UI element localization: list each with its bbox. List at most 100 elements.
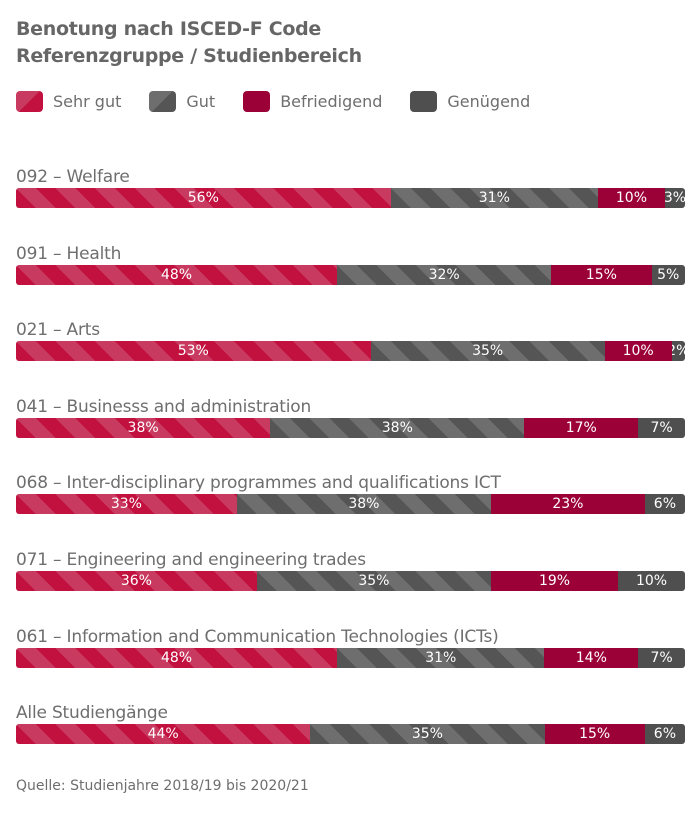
stacked-bar: 38% 38% 17% 7% bbox=[16, 417, 685, 438]
bar-segment-befriedigend[interactable]: 15% bbox=[551, 264, 652, 285]
category-label: 071 – Engineering and engineering trades bbox=[16, 550, 366, 570]
category-label: 068 – Inter-disciplinary programmes and … bbox=[16, 473, 501, 494]
legend-swatch bbox=[149, 91, 177, 112]
data-label: 31% bbox=[478, 190, 510, 206]
stacked-bar: 44% 35% 15% 6% bbox=[16, 724, 685, 745]
bar-row: 021 – Arts 53% 35% 10% 2% bbox=[16, 320, 685, 362]
data-label: 15% bbox=[579, 726, 611, 743]
legend-swatch bbox=[243, 91, 271, 112]
category-label: 061 – Information and Communication Tech… bbox=[16, 626, 499, 647]
category-label: Alle Studiengänge bbox=[16, 703, 168, 724]
bar-segment-sehr-gut[interactable]: 48% bbox=[16, 264, 338, 285]
bar-segment-befriedigend[interactable]: 10% bbox=[604, 341, 672, 362]
bar-segment-genügend[interactable]: 3% bbox=[664, 188, 685, 208]
data-label: 7% bbox=[650, 649, 673, 666]
data-label: 5% bbox=[657, 266, 680, 283]
legend: Sehr gut Gut Befriedigend Genügend bbox=[16, 91, 558, 112]
data-label: 35% bbox=[358, 573, 390, 589]
data-label: 19% bbox=[538, 573, 571, 589]
legend-label: Sehr gut bbox=[53, 92, 122, 111]
data-label: 17% bbox=[565, 419, 597, 436]
category-label: 091 – Health bbox=[16, 243, 122, 264]
bar-segment-befriedigend[interactable]: 14% bbox=[544, 647, 639, 668]
stacked-bar: 36% 35% 19% 10% bbox=[16, 571, 685, 591]
bar-segment-genügend[interactable]: 7% bbox=[638, 647, 685, 668]
bar-segment-sehr-gut[interactable]: 53% bbox=[16, 341, 371, 362]
data-label: 15% bbox=[585, 266, 617, 283]
legend-label: Befriedigend bbox=[280, 92, 383, 111]
data-label: 6% bbox=[653, 726, 677, 743]
data-label: 6% bbox=[653, 496, 677, 513]
legend-label: Genügend bbox=[447, 92, 531, 111]
legend-swatch bbox=[16, 91, 43, 112]
bar-segment-befriedigend[interactable]: 23% bbox=[490, 494, 645, 515]
bar-segment-genügend[interactable]: 2% bbox=[671, 341, 685, 362]
category-label: 041 – Businesss and administration bbox=[16, 396, 312, 417]
bar-segment-gut[interactable]: 35% bbox=[310, 724, 545, 745]
category-label: 021 – Arts bbox=[16, 320, 100, 341]
bar-row: 071 – Engineering and engineering trades… bbox=[16, 550, 685, 591]
data-label: 44% bbox=[147, 726, 179, 743]
bar-segment-gut[interactable]: 35% bbox=[370, 341, 605, 362]
bar-row: 091 – Health 48% 32% 15% 5% bbox=[16, 244, 685, 285]
bar-segment-befriedigend[interactable]: 17% bbox=[524, 417, 639, 438]
chart-title: Benotung nach ISCED-F Code bbox=[16, 18, 322, 40]
bar-segment-befriedigend[interactable]: 19% bbox=[490, 571, 619, 591]
bar-segment-gut[interactable]: 32% bbox=[337, 264, 552, 285]
data-label: 35% bbox=[472, 343, 504, 360]
data-label: 35% bbox=[411, 726, 443, 743]
bar-segment-befriedigend[interactable]: 10% bbox=[598, 188, 665, 208]
data-label: 2% bbox=[671, 343, 685, 360]
bar-segment-sehr-gut[interactable]: 38% bbox=[16, 417, 271, 438]
bar-segment-gut[interactable]: 31% bbox=[390, 188, 598, 208]
data-label: 48% bbox=[160, 649, 193, 666]
bar-segment-genügend[interactable]: 6% bbox=[644, 494, 685, 515]
data-label: 10% bbox=[635, 573, 668, 589]
data-label: 33% bbox=[110, 496, 142, 513]
legend-label: Gut bbox=[186, 92, 216, 111]
bar-segment-genügend[interactable]: 6% bbox=[644, 724, 685, 745]
data-label: 10% bbox=[622, 343, 654, 360]
bar-segment-sehr-gut[interactable]: 56% bbox=[16, 188, 391, 208]
stacked-bar: 33% 38% 23% 6% bbox=[16, 494, 685, 515]
legend-item[interactable]: Genügend bbox=[410, 91, 530, 112]
bar-row: 092 – Welfare 56% 31% 10% 3% bbox=[16, 167, 685, 208]
data-label: 53% bbox=[177, 343, 209, 360]
data-label: 3% bbox=[664, 190, 685, 206]
bar-row: Alle Studiengänge 44% 35% 15% 6% bbox=[16, 703, 685, 745]
legend-item[interactable]: Sehr gut bbox=[16, 91, 121, 112]
bar-segment-sehr-gut[interactable]: 48% bbox=[16, 647, 338, 668]
bar-segment-genügend[interactable]: 10% bbox=[618, 571, 685, 591]
bar-segment-befriedigend[interactable]: 15% bbox=[544, 724, 645, 745]
category-label: 092 – Welfare bbox=[16, 167, 130, 187]
bar-segment-genügend[interactable]: 5% bbox=[651, 264, 685, 285]
legend-item[interactable]: Befriedigend bbox=[243, 91, 382, 112]
bar-segment-sehr-gut[interactable]: 44% bbox=[16, 724, 311, 745]
data-label: 48% bbox=[160, 266, 193, 283]
data-label: 10% bbox=[615, 190, 647, 206]
bar-segment-gut[interactable]: 31% bbox=[337, 647, 545, 668]
legend-item[interactable]: Gut bbox=[149, 91, 215, 112]
data-label: 36% bbox=[120, 573, 152, 589]
legend-swatch bbox=[410, 91, 438, 112]
data-label: 38% bbox=[127, 419, 159, 436]
bar-segment-gut[interactable]: 38% bbox=[270, 417, 525, 438]
stacked-bar: 48% 32% 15% 5% bbox=[16, 264, 685, 285]
data-label: 38% bbox=[381, 419, 413, 436]
data-label: 14% bbox=[575, 649, 607, 666]
source-note: Quelle: Studienjahre 2018/19 bis 2020/21 bbox=[16, 778, 309, 794]
data-label: 7% bbox=[650, 419, 673, 436]
bar-segment-gut[interactable]: 35% bbox=[256, 571, 491, 591]
bar-row: 041 – Businesss and administration 38% 38%… bbox=[16, 397, 685, 438]
bar-segment-sehr-gut[interactable]: 36% bbox=[16, 571, 257, 591]
stacked-bar: 53% 35% 10% 2% bbox=[16, 341, 685, 362]
data-label: 56% bbox=[187, 190, 219, 206]
data-label: 31% bbox=[425, 649, 457, 666]
bar-segment-sehr-gut[interactable]: 33% bbox=[16, 494, 237, 515]
chart-subtitle: Referenzgruppe / Studienbereich bbox=[16, 45, 362, 67]
bar-row: 068 – Inter-disciplinary programmes and … bbox=[16, 473, 685, 515]
bar-segment-gut[interactable]: 38% bbox=[236, 494, 491, 515]
data-label: 23% bbox=[552, 496, 584, 513]
bar-segment-genügend[interactable]: 7% bbox=[638, 417, 685, 438]
